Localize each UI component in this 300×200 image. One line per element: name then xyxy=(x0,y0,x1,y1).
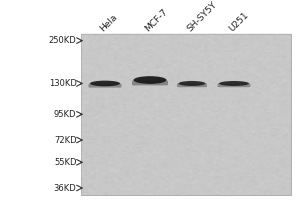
FancyBboxPatch shape xyxy=(218,83,250,87)
Ellipse shape xyxy=(178,81,206,86)
Ellipse shape xyxy=(90,81,120,86)
Text: 55KD: 55KD xyxy=(54,158,76,167)
Text: 130KD: 130KD xyxy=(49,79,76,88)
Text: U251: U251 xyxy=(228,11,251,34)
Text: SH-SY5Y: SH-SY5Y xyxy=(186,1,219,34)
FancyBboxPatch shape xyxy=(177,83,207,87)
FancyBboxPatch shape xyxy=(88,84,122,88)
Ellipse shape xyxy=(219,81,249,86)
Text: 95KD: 95KD xyxy=(54,110,76,119)
Text: 36KD: 36KD xyxy=(54,184,76,193)
Text: 72KD: 72KD xyxy=(54,136,76,145)
Text: MCF-7: MCF-7 xyxy=(144,8,170,34)
Ellipse shape xyxy=(134,76,166,84)
FancyBboxPatch shape xyxy=(132,80,168,85)
Text: Hela: Hela xyxy=(99,13,119,34)
Text: 250KD: 250KD xyxy=(49,36,76,45)
Bar xyxy=(81,34,291,195)
